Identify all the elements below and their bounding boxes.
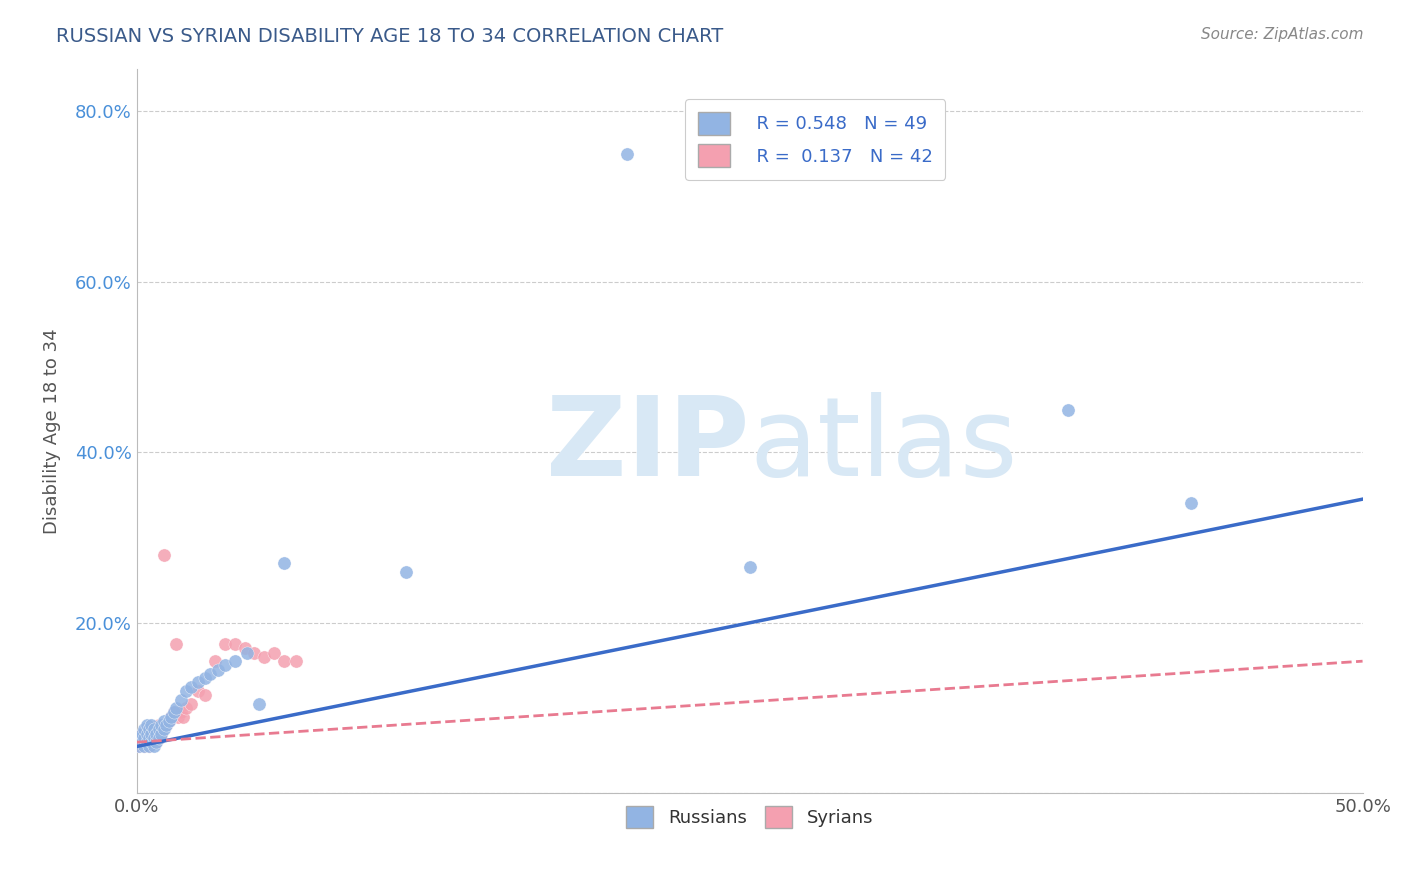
- Text: atlas: atlas: [749, 392, 1018, 499]
- Point: [224, 654, 246, 668]
- Point: [224, 637, 246, 651]
- Point: [233, 641, 256, 656]
- Point: [141, 726, 163, 740]
- Point: [155, 718, 177, 732]
- Point: [148, 731, 170, 745]
- Point: [135, 726, 157, 740]
- Point: [170, 706, 193, 720]
- Point: [138, 731, 160, 745]
- Point: [142, 731, 165, 745]
- Point: [165, 701, 187, 715]
- Point: [128, 739, 150, 754]
- Point: [263, 646, 285, 660]
- Point: [148, 723, 170, 737]
- Point: [132, 731, 155, 745]
- Point: [132, 739, 155, 754]
- Point: [162, 706, 184, 720]
- Point: [141, 735, 163, 749]
- Point: [157, 714, 180, 728]
- Point: [157, 714, 180, 728]
- Point: [214, 658, 236, 673]
- Point: [616, 146, 638, 161]
- Point: [180, 697, 202, 711]
- Point: [194, 671, 217, 685]
- Point: [150, 723, 173, 737]
- Point: [243, 646, 266, 660]
- Point: [135, 718, 157, 732]
- Point: [131, 735, 153, 749]
- Point: [131, 735, 153, 749]
- Point: [1180, 496, 1202, 510]
- Point: [247, 697, 270, 711]
- Point: [155, 718, 177, 732]
- Point: [141, 735, 163, 749]
- Point: [207, 663, 229, 677]
- Point: [141, 726, 163, 740]
- Point: [285, 654, 308, 668]
- Point: [138, 731, 160, 745]
- Point: [142, 723, 165, 737]
- Point: [194, 688, 217, 702]
- Point: [187, 684, 209, 698]
- Point: [214, 637, 236, 651]
- Point: [150, 718, 173, 732]
- Point: [142, 739, 165, 754]
- Point: [148, 731, 170, 745]
- Point: [172, 709, 194, 723]
- Point: [150, 726, 173, 740]
- Point: [135, 726, 157, 740]
- Point: [128, 731, 150, 745]
- Point: [131, 726, 153, 740]
- Point: [170, 692, 193, 706]
- Text: ZIP: ZIP: [547, 392, 749, 499]
- Point: [162, 706, 184, 720]
- Point: [131, 726, 153, 740]
- Point: [204, 654, 226, 668]
- Point: [141, 718, 163, 732]
- Point: [160, 709, 183, 723]
- Point: [273, 654, 295, 668]
- Point: [145, 726, 167, 740]
- Point: [132, 731, 155, 745]
- Point: [135, 735, 157, 749]
- Point: [395, 565, 418, 579]
- Point: [236, 646, 259, 660]
- Point: [165, 637, 187, 651]
- Text: RUSSIAN VS SYRIAN DISABILITY AGE 18 TO 34 CORRELATION CHART: RUSSIAN VS SYRIAN DISABILITY AGE 18 TO 3…: [56, 27, 724, 45]
- Point: [152, 714, 174, 728]
- Point: [145, 726, 167, 740]
- Point: [152, 723, 174, 737]
- Point: [128, 731, 150, 745]
- Point: [138, 723, 160, 737]
- Point: [174, 684, 197, 698]
- Point: [200, 667, 222, 681]
- Point: [138, 739, 160, 754]
- Point: [142, 723, 165, 737]
- Legend: Russians, Syrians: Russians, Syrians: [619, 798, 880, 835]
- Point: [167, 709, 190, 723]
- Point: [273, 556, 295, 570]
- Point: [142, 731, 165, 745]
- Point: [174, 701, 197, 715]
- Y-axis label: Disability Age 18 to 34: Disability Age 18 to 34: [44, 328, 60, 533]
- Point: [145, 735, 167, 749]
- Point: [738, 560, 761, 574]
- Point: [132, 739, 155, 754]
- Point: [150, 726, 173, 740]
- Point: [135, 735, 157, 749]
- Point: [138, 739, 160, 754]
- Point: [145, 735, 167, 749]
- Point: [152, 548, 174, 562]
- Point: [132, 723, 155, 737]
- Point: [160, 709, 183, 723]
- Point: [128, 739, 150, 754]
- Point: [148, 718, 170, 732]
- Point: [180, 680, 202, 694]
- Point: [1057, 402, 1080, 417]
- Point: [253, 649, 276, 664]
- Text: Source: ZipAtlas.com: Source: ZipAtlas.com: [1201, 27, 1364, 42]
- Point: [187, 675, 209, 690]
